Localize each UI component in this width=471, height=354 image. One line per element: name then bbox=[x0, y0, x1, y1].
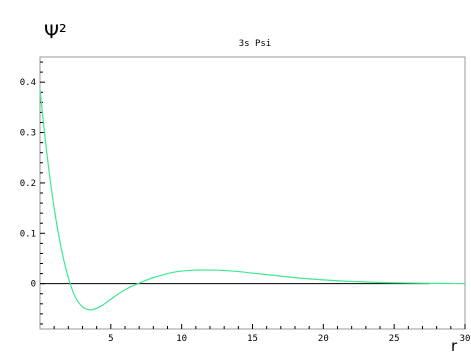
axis-ticks: 0 0.1 0.2 0.3 0.4 5 10 15 20 25 30 bbox=[20, 61, 471, 344]
x-tick-label: 10 bbox=[176, 334, 187, 344]
x-tick-label: 30 bbox=[460, 334, 471, 344]
x-tick-label: 15 bbox=[247, 334, 258, 344]
x-axis-label: r bbox=[451, 337, 458, 354]
series-line bbox=[39, 89, 466, 311]
plot-frame bbox=[39, 56, 466, 330]
y-tick-label: 0 bbox=[31, 280, 36, 290]
y-axis-label: Ψ² bbox=[44, 21, 67, 43]
x-tick-label: 20 bbox=[318, 334, 329, 344]
x-tick-label: 25 bbox=[389, 334, 400, 344]
y-tick-label: 0.3 bbox=[20, 129, 36, 139]
plot-marks bbox=[39, 89, 466, 311]
y-tick-label: 0.4 bbox=[20, 78, 36, 88]
x-tick-label: 5 bbox=[108, 334, 113, 344]
chart-title: 3s Psi bbox=[239, 39, 272, 49]
y-tick-label: 0.1 bbox=[20, 229, 36, 239]
y-tick-label: 0.2 bbox=[20, 179, 36, 189]
